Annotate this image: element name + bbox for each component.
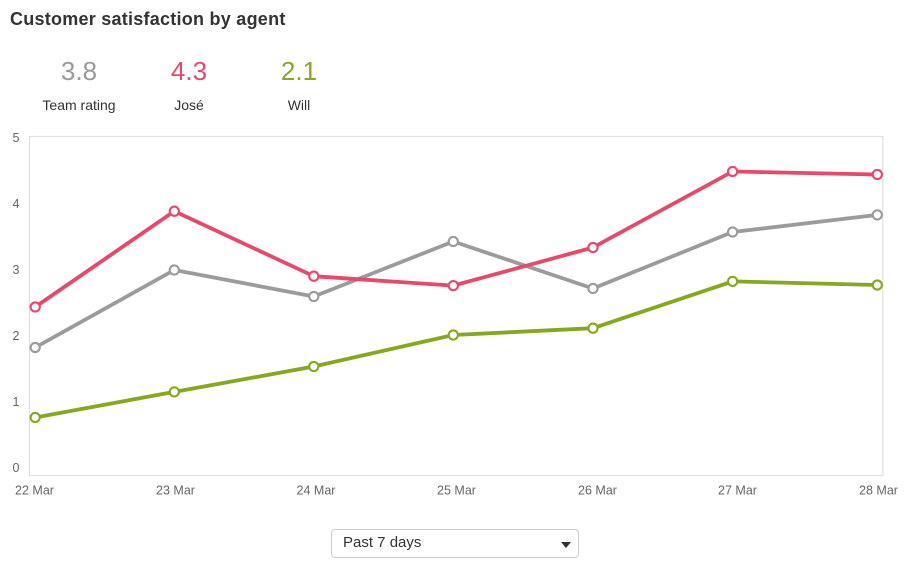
svg-text:22 Mar: 22 Mar xyxy=(15,484,54,498)
svg-text:27 Mar: 27 Mar xyxy=(718,484,757,498)
svg-text:4: 4 xyxy=(13,197,20,211)
svg-text:26 Mar: 26 Mar xyxy=(578,484,617,498)
svg-text:28 Mar: 28 Mar xyxy=(859,484,898,498)
svg-text:5: 5 xyxy=(13,131,20,145)
svg-text:2: 2 xyxy=(13,329,20,343)
svg-text:0: 0 xyxy=(13,461,20,475)
svg-text:3: 3 xyxy=(13,263,20,277)
svg-text:25 Mar: 25 Mar xyxy=(437,484,476,498)
svg-text:1: 1 xyxy=(13,395,20,409)
svg-text:24 Mar: 24 Mar xyxy=(297,484,336,498)
svg-text:23 Mar: 23 Mar xyxy=(156,484,195,498)
